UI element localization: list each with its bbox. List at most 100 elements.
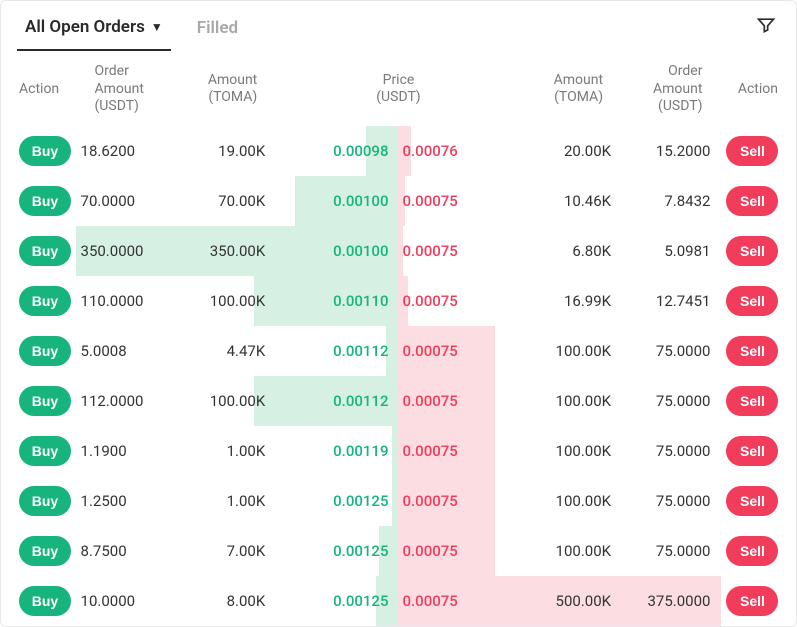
col-action-ask: Action <box>720 51 796 126</box>
ask-cell: 0.00075 <box>398 426 521 476</box>
bid-cell: 112.0000 <box>77 376 176 426</box>
bid-cell: 0.00125 <box>275 526 398 576</box>
ask-cell: 100.00K <box>522 376 621 426</box>
bid-cell: 100.00K <box>176 276 275 326</box>
col-price: Price (USDT) <box>275 51 521 126</box>
table-row: Buy5.00084.47K0.001120.00075100.00K75.00… <box>1 326 796 376</box>
ask-cell: 16.99K <box>522 276 621 326</box>
ask-cell: 0.00075 <box>398 476 521 526</box>
bid-cell: 70.0000 <box>77 176 176 226</box>
bid-cell: 0.00125 <box>275 576 398 626</box>
bid-cell: 18.6200 <box>77 126 176 176</box>
table-row: Buy8.75007.00K0.001250.00075100.00K75.00… <box>1 526 796 576</box>
filter-icon[interactable] <box>756 15 776 39</box>
table-row: Buy112.0000100.00K0.001120.00075100.00K7… <box>1 376 796 426</box>
bid-cell: 350.0000 <box>77 226 176 276</box>
ask-cell: 75.0000 <box>621 326 720 376</box>
bid-cell: 7.00K <box>176 526 275 576</box>
ask-cell: 7.8432 <box>621 176 720 226</box>
ask-cell: 0.00076 <box>398 126 521 176</box>
order-book-panel: All Open Orders ▼ Filled Action Order Am… <box>0 0 797 627</box>
ask-cell: 0.00075 <box>398 326 521 376</box>
bid-cell: 110.0000 <box>77 276 176 326</box>
ask-cell: 0.00075 <box>398 276 521 326</box>
table-row: Buy1.19001.00K0.001190.00075100.00K75.00… <box>1 426 796 476</box>
buy-button[interactable]: Buy <box>19 486 71 516</box>
col-action-bid: Action <box>1 51 77 126</box>
bid-cell: 0.00112 <box>275 326 398 376</box>
tab-all-open-orders[interactable]: All Open Orders ▼ <box>17 11 171 51</box>
bid-cell: 0.00112 <box>275 376 398 426</box>
ask-cell: 0.00075 <box>398 226 521 276</box>
buy-button[interactable]: Buy <box>19 436 71 466</box>
bid-cell: 0.00110 <box>275 276 398 326</box>
bid-cell: 10.0000 <box>77 576 176 626</box>
order-book-table: Action Order Amount (USDT) Amount (TOMA)… <box>1 51 796 626</box>
tab-label: Filled <box>197 18 238 38</box>
bid-cell: 4.47K <box>176 326 275 376</box>
ask-cell: 100.00K <box>522 526 621 576</box>
bid-cell: 350.00K <box>176 226 275 276</box>
ask-cell: 75.0000 <box>621 476 720 526</box>
table-row: Buy1.25001.00K0.001250.00075100.00K75.00… <box>1 476 796 526</box>
table-row: Buy18.620019.00K0.000980.0007620.00K15.2… <box>1 126 796 176</box>
buy-button[interactable]: Buy <box>19 136 71 166</box>
bid-cell: 100.00K <box>176 376 275 426</box>
bid-cell: 0.00100 <box>275 226 398 276</box>
bid-cell: 8.7500 <box>77 526 176 576</box>
sell-button[interactable]: Sell <box>726 536 778 566</box>
sell-button[interactable]: Sell <box>726 186 778 216</box>
sell-button[interactable]: Sell <box>726 336 778 366</box>
sell-button[interactable]: Sell <box>726 486 778 516</box>
buy-button[interactable]: Buy <box>19 586 71 616</box>
buy-button[interactable]: Buy <box>19 186 71 216</box>
bid-cell: 1.00K <box>176 476 275 526</box>
chevron-down-icon: ▼ <box>151 20 163 34</box>
ask-cell: 75.0000 <box>621 526 720 576</box>
tab-filled[interactable]: Filled <box>189 12 246 50</box>
ask-cell: 500.00K <box>522 576 621 626</box>
ask-cell: 100.00K <box>522 476 621 526</box>
ask-cell: 0.00075 <box>398 526 521 576</box>
ask-cell: 6.80K <box>522 226 621 276</box>
sell-button[interactable]: Sell <box>726 586 778 616</box>
buy-button[interactable]: Buy <box>19 236 71 266</box>
tab-label: All Open Orders <box>25 17 145 37</box>
buy-button[interactable]: Buy <box>19 286 71 316</box>
bid-cell: 1.1900 <box>77 426 176 476</box>
bid-cell: 70.00K <box>176 176 275 226</box>
sell-button[interactable]: Sell <box>726 436 778 466</box>
ask-cell: 20.00K <box>522 126 621 176</box>
ask-cell: 0.00075 <box>398 576 521 626</box>
bid-cell: 0.00119 <box>275 426 398 476</box>
bid-cell: 1.2500 <box>77 476 176 526</box>
table-row: Buy350.0000350.00K0.001000.000756.80K5.0… <box>1 226 796 276</box>
bid-cell: 1.00K <box>176 426 275 476</box>
bid-cell: 0.00098 <box>275 126 398 176</box>
tabs-row: All Open Orders ▼ Filled <box>1 1 796 51</box>
buy-button[interactable]: Buy <box>19 386 71 416</box>
sell-button[interactable]: Sell <box>726 236 778 266</box>
sell-button[interactable]: Sell <box>726 136 778 166</box>
sell-button[interactable]: Sell <box>726 286 778 316</box>
col-order-amount-ask: Order Amount (USDT) <box>621 51 720 126</box>
bid-cell: 0.00100 <box>275 176 398 226</box>
col-amount-ask: Amount (TOMA) <box>522 51 621 126</box>
buy-button[interactable]: Buy <box>19 336 71 366</box>
col-order-amount-bid: Order Amount (USDT) <box>77 51 176 126</box>
col-amount-bid: Amount (TOMA) <box>176 51 275 126</box>
table-row: Buy110.0000100.00K0.001100.0007516.99K12… <box>1 276 796 326</box>
ask-cell: 10.46K <box>522 176 621 226</box>
ask-cell: 12.7451 <box>621 276 720 326</box>
sell-button[interactable]: Sell <box>726 386 778 416</box>
bid-cell: 5.0008 <box>77 326 176 376</box>
ask-cell: 15.2000 <box>621 126 720 176</box>
ask-cell: 5.0981 <box>621 226 720 276</box>
ask-cell: 100.00K <box>522 326 621 376</box>
buy-button[interactable]: Buy <box>19 536 71 566</box>
ask-cell: 0.00075 <box>398 376 521 426</box>
ask-cell: 75.0000 <box>621 376 720 426</box>
bid-cell: 8.00K <box>176 576 275 626</box>
header-row: Action Order Amount (USDT) Amount (TOMA)… <box>1 51 796 126</box>
ask-cell: 0.00075 <box>398 176 521 226</box>
